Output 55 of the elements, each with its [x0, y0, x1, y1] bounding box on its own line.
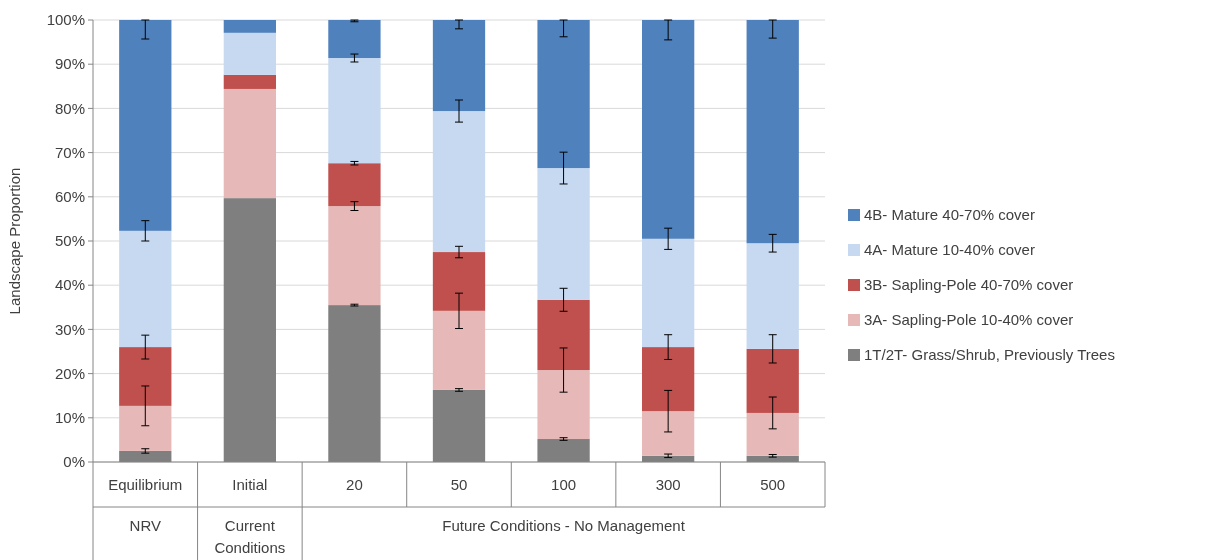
- text: Current Conditions: [214, 517, 286, 556]
- bar: [537, 370, 590, 440]
- y-tick-label: 60%: [54, 188, 85, 206]
- y-tick-label: 90%: [54, 55, 85, 73]
- y-axis-title: Landscape Proportion: [6, 167, 23, 315]
- bar: [223, 74, 276, 89]
- bar: [746, 348, 799, 413]
- bar: [223, 20, 276, 33]
- bar: [537, 168, 590, 300]
- y-tick-label: 50%: [54, 232, 85, 250]
- y-tick-label: 80%: [54, 99, 85, 117]
- bar: [119, 347, 172, 406]
- x-tick-label: 50: [450, 476, 468, 493]
- bar: [642, 347, 695, 412]
- bar: [223, 88, 276, 199]
- legend-label: 1T/2T- Grass/Shrub, Previously Trees: [864, 346, 1115, 364]
- bar: [328, 206, 381, 306]
- legend-label: 4A- Mature 10-40% cover: [864, 241, 1035, 259]
- bar: [119, 405, 172, 451]
- bar: [642, 20, 695, 239]
- legend-label: 3A- Sapling-Pole 10-40% cover: [864, 311, 1074, 329]
- bar: [537, 299, 590, 371]
- y-tick-label: 10%: [54, 409, 85, 427]
- y-tick-label: 100%: [46, 11, 85, 29]
- bar: [432, 310, 486, 390]
- x-tick-label: 300: [655, 476, 681, 493]
- text: Future Conditions - No Management: [442, 517, 686, 534]
- bar: [119, 20, 172, 231]
- legend-label: 3B- Sapling-Pole 40-70% cover: [864, 276, 1074, 294]
- bar: [119, 230, 172, 348]
- x-tick-label: 100: [551, 476, 577, 493]
- x-tick-label: 500: [760, 476, 786, 493]
- bar: [223, 32, 276, 75]
- legend-label: 4B- Mature 40-70% cover: [864, 206, 1035, 224]
- bar: [432, 252, 486, 311]
- x-tick-label: 20: [346, 476, 363, 493]
- y-tick-label: 40%: [54, 276, 85, 294]
- y-tick-label: 0%: [63, 453, 85, 471]
- bar: [328, 20, 381, 59]
- bar: [642, 238, 695, 348]
- bar: [328, 163, 381, 207]
- bar: [432, 20, 486, 112]
- y-tick-label: 20%: [54, 364, 85, 382]
- bar: [432, 111, 486, 253]
- bar: [537, 20, 590, 169]
- bar: [642, 411, 695, 456]
- x-tick-label: Initial: [232, 476, 268, 493]
- bar: [746, 20, 799, 244]
- bar: [328, 58, 381, 164]
- y-tick-label: 30%: [54, 320, 85, 338]
- text: NRV: [129, 517, 161, 534]
- y-tick-label: 70%: [54, 143, 85, 161]
- bar: [746, 243, 799, 349]
- bar: [746, 412, 799, 456]
- x-tick-label: Equilibrium: [108, 476, 183, 493]
